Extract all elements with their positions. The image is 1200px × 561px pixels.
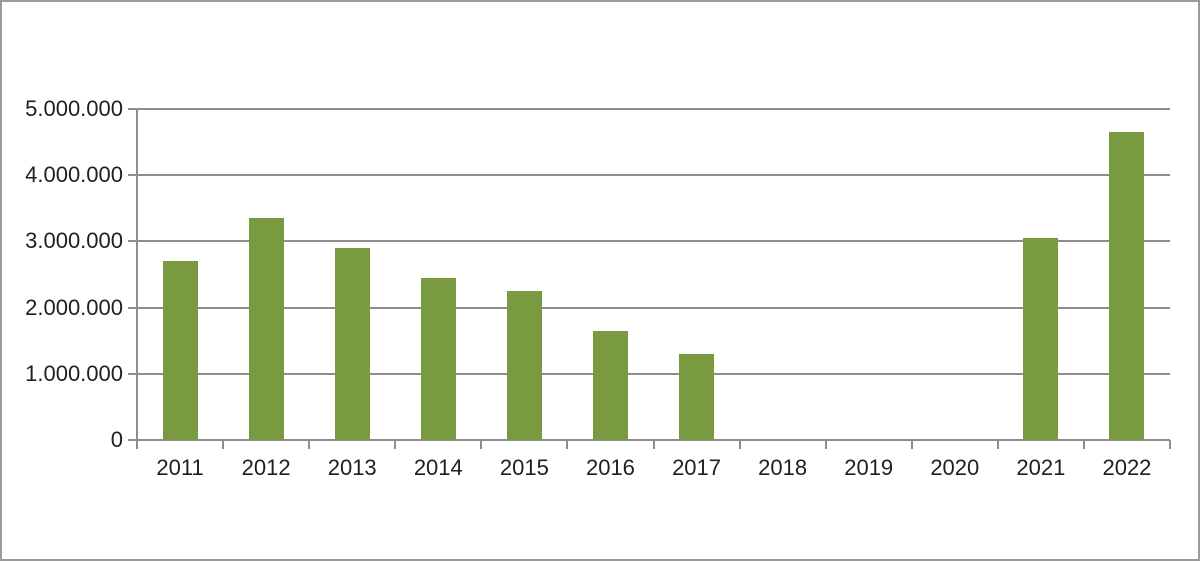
x-axis-tick (1169, 440, 1171, 449)
y-axis-tick (128, 439, 137, 441)
x-axis-tick (480, 440, 483, 449)
bar-2016 (592, 330, 628, 440)
y-axis-tick (128, 306, 137, 309)
x-axis-tick (824, 440, 827, 449)
x-axis-tick (222, 440, 225, 449)
y-axis-tick (128, 372, 137, 375)
y-axis-label: 1.000.000 (25, 360, 123, 386)
y-axis-label: 2.000.000 (25, 294, 123, 320)
y-axis-label: 5.000.000 (25, 96, 123, 121)
x-axis-tick (136, 440, 138, 449)
x-axis-tick (996, 440, 999, 449)
bar-2012 (248, 218, 284, 440)
x-axis-tick (1082, 440, 1085, 449)
x-axis-label-2013: 2013 (327, 455, 377, 480)
gridline (137, 240, 1170, 243)
bar-2014 (420, 277, 456, 440)
bar-2021 (1023, 238, 1059, 440)
x-axis-label-2014: 2014 (413, 455, 463, 480)
bar-2013 (334, 248, 370, 440)
y-axis-tick (128, 174, 137, 177)
x-axis-tick (566, 440, 569, 449)
x-axis-label-2018: 2018 (758, 455, 808, 480)
x-axis-label-2011: 2011 (156, 455, 204, 480)
y-axis-tick (128, 108, 137, 110)
x-axis-tick (652, 440, 655, 449)
bar-2015 (506, 291, 542, 440)
x-axis-label-2020: 2020 (930, 455, 980, 480)
x-axis-label-2022: 2022 (1102, 455, 1152, 480)
x-axis-label-2012: 2012 (241, 455, 291, 480)
y-axis-label: 0 (110, 427, 123, 452)
gridline (137, 174, 1170, 177)
bar-2022 (1109, 132, 1145, 440)
x-axis-label-2021: 2021 (1016, 455, 1066, 480)
x-axis-tick (308, 440, 311, 449)
x-axis-tick (738, 440, 741, 449)
x-axis-label-2015: 2015 (499, 455, 549, 480)
y-axis (136, 109, 138, 442)
x-axis-tick (910, 440, 913, 449)
gridline (137, 108, 1170, 110)
x-axis-label-2019: 2019 (844, 455, 894, 480)
y-axis-label: 3.000.000 (25, 228, 123, 254)
x-axis-label-2016: 2016 (585, 455, 635, 480)
gridline (137, 306, 1170, 309)
bar-2017 (679, 353, 715, 440)
y-axis-label: 4.000.000 (25, 162, 123, 188)
bar-2011 (162, 261, 198, 440)
x-axis-tick (394, 440, 397, 449)
gridline (137, 372, 1170, 375)
y-axis-tick (128, 240, 137, 243)
x-axis-label-2017: 2017 (672, 455, 722, 480)
